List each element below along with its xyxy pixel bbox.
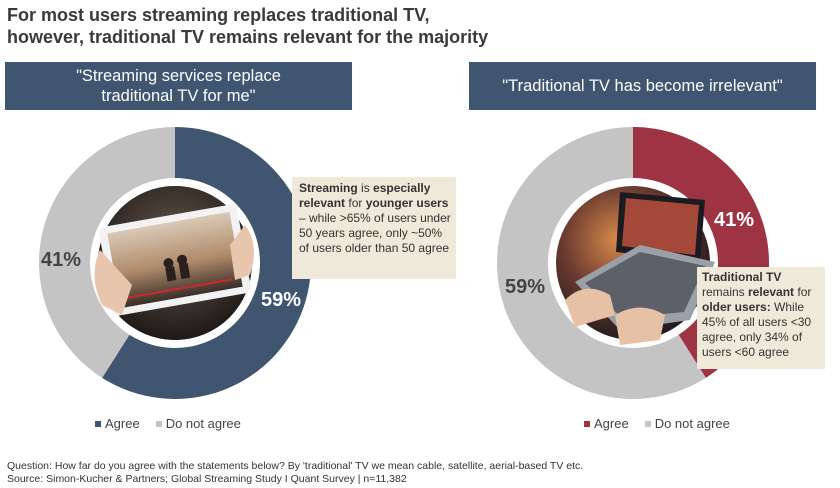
callout-right: Traditional TV remains relevant for olde…	[697, 267, 825, 369]
callout-right-run-1: remains	[702, 285, 749, 299]
tablet-video-icon	[94, 186, 254, 340]
callout-left-run-0: Streaming	[299, 181, 358, 195]
callout-left-run-5: – while >65% of users under 50 years agr…	[299, 211, 451, 255]
callout-left-run-3: for	[345, 196, 366, 210]
legend-left-not-agree-swatch	[155, 420, 162, 427]
legend-left-agree-swatch	[95, 420, 101, 427]
footer: Question: How far do you agree with the …	[7, 460, 583, 485]
chart-left-title-line-1: "Streaming services replace	[76, 67, 281, 85]
legend-left: Agree Do not agree	[95, 416, 257, 431]
slices-left	[39, 127, 312, 400]
legend-right-agree-label: Agree	[594, 416, 629, 431]
callout-right-run-5: While 45% of all users <30 agree, only 3…	[702, 300, 812, 359]
callout-right-run-2: relevant	[748, 285, 795, 299]
callout-left: Streaming is especially relevant for you…	[292, 177, 456, 279]
legend-right-not-agree-swatch	[644, 420, 651, 427]
chart-right-title-line-1: "Traditional TV has become irrelevant"	[502, 77, 783, 95]
legend-right-not-agree: Do not agree	[644, 416, 730, 431]
slice-left-not-agree	[39, 127, 175, 378]
title-line-2: however, traditional TV remains relevant…	[7, 27, 489, 47]
legend-right-agree-swatch	[584, 420, 590, 427]
callout-left-run-2: especially relevant	[299, 181, 431, 210]
legend-left-agree-label: Agree	[105, 416, 140, 431]
slice-left-agree	[102, 127, 312, 400]
chart-right-title: "Traditional TV has become irrelevant"	[469, 62, 816, 110]
legend-right-not-agree-label: Do not agree	[654, 416, 730, 431]
footer-question: Question: How far do you agree with the …	[7, 460, 584, 472]
legend-left-not-agree-label: Do not agree	[165, 416, 241, 431]
label-left-agree: 59%	[261, 289, 301, 311]
label-left-not-agree: 41%	[41, 249, 81, 271]
chart-left-title: "Streaming services replace traditional …	[5, 62, 352, 110]
callout-left-run-1: is	[357, 181, 374, 195]
callout-right-run-4: older users:	[702, 300, 771, 314]
legend-left-agree: Agree	[95, 416, 140, 431]
title-line-1: For most users streaming replaces tradit…	[7, 5, 430, 25]
callout-right-run-3: for	[794, 285, 812, 299]
legend-left-not-agree: Do not agree	[155, 416, 241, 431]
callout-right-run-0: Traditional TV	[702, 270, 782, 284]
footer-source: Source: Simon-Kucher & Partners; Global …	[7, 472, 407, 485]
legend-right: Agree Do not agree	[584, 416, 746, 431]
callout-left-run-4: younger users	[365, 196, 449, 210]
legend-right-agree: Agree	[584, 416, 629, 431]
chart-left-title-line-2: traditional TV for me"	[101, 87, 256, 105]
page-title: For most users streaming replaces tradit…	[7, 4, 488, 48]
